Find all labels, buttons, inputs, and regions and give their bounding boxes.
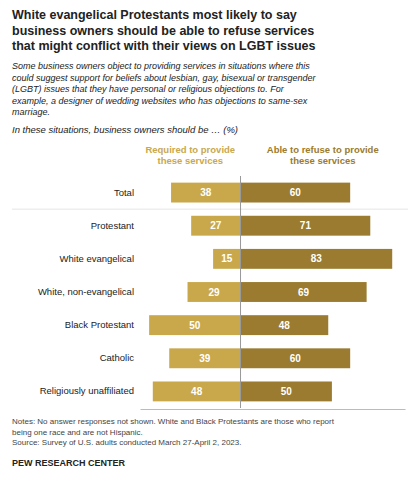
bar: [188, 282, 241, 302]
bar: [171, 183, 240, 203]
tick: Catholic: [100, 352, 140, 363]
subtitle-line: marriage.: [12, 107, 50, 117]
title: White evangelical Protestants most likel…: [12, 8, 316, 53]
data-labels: 38 27 15 29 50 39 48 60 71 83 69 48 60 50: [189, 187, 322, 397]
data-label: 71: [300, 220, 312, 231]
bar: [241, 348, 351, 368]
data-label: 60: [290, 353, 302, 364]
category-label: Black Protestant: [65, 319, 135, 330]
footer-line: PEW RESEARCH CENTER: [12, 458, 126, 468]
data-label: 48: [279, 320, 291, 331]
bar: [241, 249, 393, 269]
chart: White evangelical Protestants most likel…: [0, 0, 420, 499]
notes: Notes: No answer responses not shown. Wh…: [12, 417, 335, 447]
bar: [191, 216, 240, 236]
y-axis: Total Protestant White evangelical White, n…: [38, 187, 140, 397]
notes-line: being one race and are not Hispanic.: [12, 427, 143, 436]
subtitle-line: (LGBT) issues that they have personal or…: [12, 84, 285, 94]
title-line: that might conflict with their views on …: [12, 39, 316, 53]
data-label: 83: [311, 253, 323, 264]
tick: Protestant: [91, 220, 140, 231]
legend-entry: Able to refuse to providethese services: [267, 144, 379, 166]
separator: [12, 209, 408, 210]
legend-entry-line: Able to refuse to provide: [267, 144, 379, 155]
data-label: 50: [189, 320, 201, 331]
data-label: 39: [199, 353, 211, 364]
category-label: White evangelical: [60, 253, 134, 264]
bar: [169, 348, 240, 368]
subtitle: Some business owners object to providing…: [12, 61, 317, 117]
axis-line: [141, 409, 406, 410]
category-label: Catholic: [100, 352, 135, 363]
title-line: business owners should be able to refuse…: [12, 23, 314, 37]
bar: [241, 381, 332, 401]
data-label: 48: [191, 386, 203, 397]
legend-entry: Required to providethese services: [145, 144, 235, 166]
data-label: 69: [298, 287, 310, 298]
tick: Black Protestant: [65, 319, 140, 330]
category-label: Protestant: [91, 220, 135, 231]
bar: [241, 282, 367, 302]
x-axis: [141, 409, 406, 410]
legend-entry-line: these services: [290, 155, 356, 166]
title-line: White evangelical Protestants most likel…: [12, 8, 297, 22]
data-label: 15: [221, 253, 233, 264]
zero-line: [240, 176, 241, 408]
bar: [241, 315, 329, 335]
bars: [149, 183, 392, 402]
question-label: In these situations, business owners sho…: [12, 124, 238, 135]
bar: [153, 381, 241, 401]
bar: [149, 315, 240, 335]
legend-entry-line: Required to provide: [145, 144, 235, 155]
subtitle-line: could suggest support for beliefs about …: [12, 73, 317, 83]
category-label: Total: [114, 187, 134, 198]
tick: White evangelical: [60, 253, 140, 264]
notes-line: Notes: No answer responses not shown. Wh…: [12, 417, 335, 426]
data-label: 29: [208, 287, 220, 298]
notes-line: Source: Survey of U.S. adults conducted …: [12, 438, 241, 447]
data-label: 50: [281, 386, 293, 397]
data-label: 38: [200, 187, 212, 198]
question-label-line: In these situations, business owners sho…: [12, 124, 238, 135]
category-label: Religiously unaffiliated: [40, 385, 134, 396]
subtitle-line: Some business owners object to providing…: [12, 61, 310, 71]
tick: Total: [114, 187, 140, 198]
legend-entry-line: these services: [158, 155, 224, 166]
category-label: White, non-evangelical: [38, 286, 134, 297]
data-label: 60: [290, 187, 302, 198]
footer: PEW RESEARCH CENTER: [12, 458, 126, 468]
bar: [241, 183, 351, 203]
tick: White, non-evangelical: [38, 286, 140, 297]
bar: [213, 249, 240, 269]
subtitle-line: example, a designer of wedding websites …: [12, 96, 308, 106]
tick: Religiously unaffiliated: [40, 385, 140, 396]
bar: [241, 216, 371, 236]
data-label: 27: [210, 220, 222, 231]
